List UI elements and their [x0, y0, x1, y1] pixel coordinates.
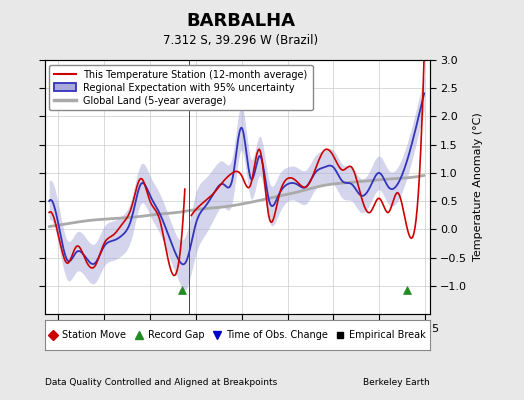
Text: BARBALHA: BARBALHA — [187, 12, 296, 30]
Legend: This Temperature Station (12-month average), Regional Expectation with 95% uncer: This Temperature Station (12-month avera… — [49, 65, 312, 110]
Legend: Station Move, Record Gap, Time of Obs. Change, Empirical Break: Station Move, Record Gap, Time of Obs. C… — [45, 326, 430, 344]
Text: Data Quality Controlled and Aligned at Breakpoints: Data Quality Controlled and Aligned at B… — [45, 378, 277, 387]
Text: 7.312 S, 39.296 W (Brazil): 7.312 S, 39.296 W (Brazil) — [163, 34, 319, 47]
Y-axis label: Temperature Anomaly (°C): Temperature Anomaly (°C) — [473, 113, 483, 261]
Text: Berkeley Earth: Berkeley Earth — [363, 378, 430, 387]
